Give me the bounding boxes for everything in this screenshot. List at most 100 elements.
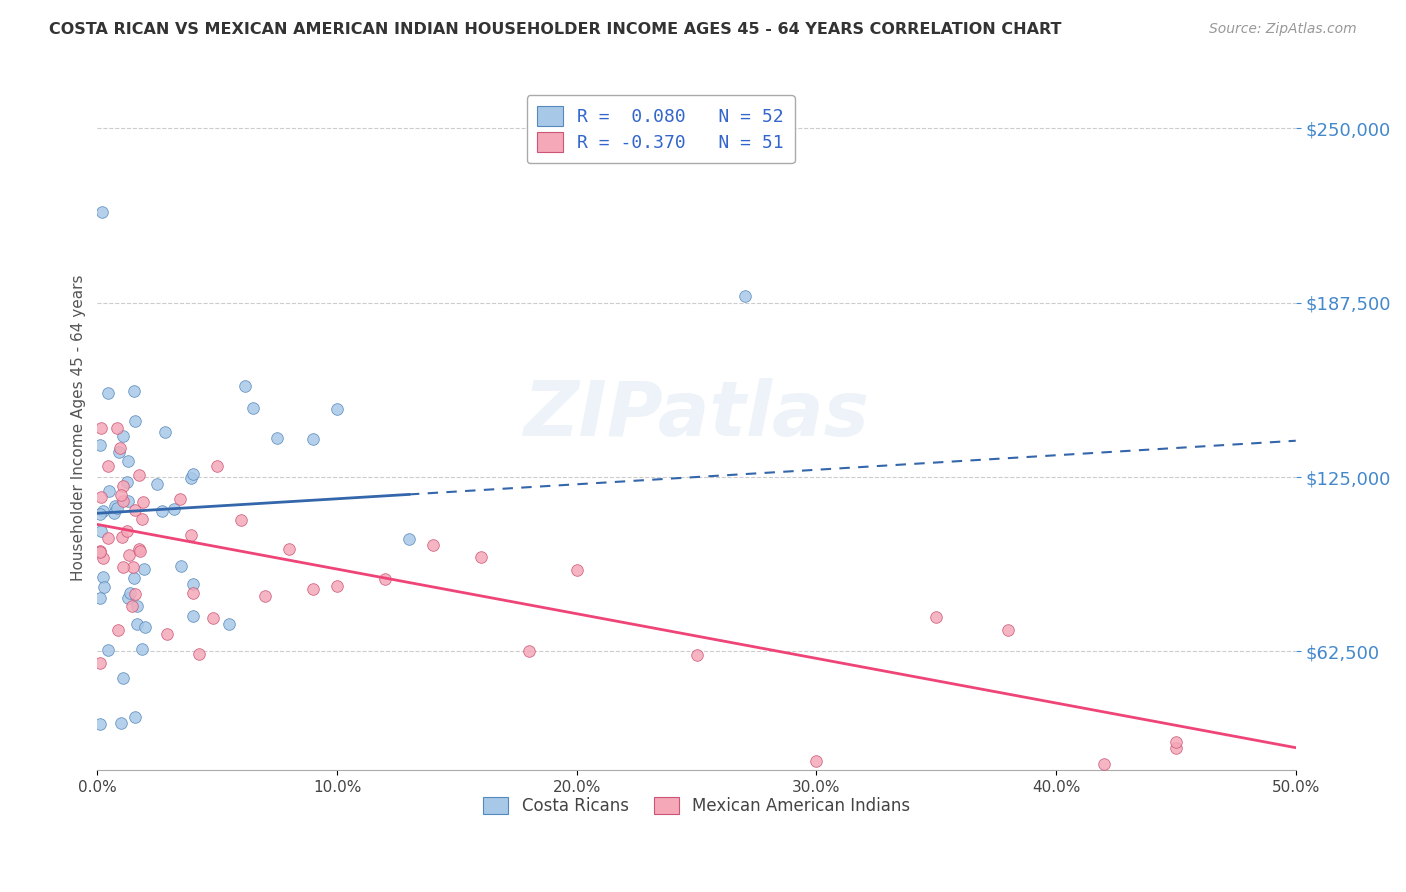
- Point: [89, 543, 111, 558]
- Point: [107, 623, 129, 637]
- Point: [125, 599, 148, 613]
- Point: [89, 656, 111, 670]
- Point: [201, 610, 224, 624]
- Point: [302, 432, 325, 446]
- Text: Source: ZipAtlas.com: Source: ZipAtlas.com: [1209, 22, 1357, 37]
- Point: [181, 609, 204, 624]
- Point: [112, 428, 135, 442]
- Point: [91, 504, 114, 518]
- Point: [89, 545, 111, 559]
- Y-axis label: Householder Income Ages 45 - 64 years: Householder Income Ages 45 - 64 years: [72, 275, 86, 582]
- Point: [124, 414, 146, 428]
- Point: [806, 755, 828, 769]
- Point: [117, 591, 139, 606]
- Point: [90, 421, 112, 435]
- Point: [266, 431, 288, 445]
- Point: [110, 716, 132, 731]
- Point: [97, 531, 120, 545]
- Point: [91, 569, 114, 583]
- Point: [105, 500, 128, 515]
- Legend: Costa Ricans, Mexican American Indians: Costa Ricans, Mexican American Indians: [475, 789, 918, 823]
- Point: [89, 716, 111, 731]
- Point: [90, 490, 112, 504]
- Point: [374, 572, 396, 586]
- Point: [326, 579, 349, 593]
- Point: [112, 494, 135, 508]
- Point: [115, 475, 138, 489]
- Point: [134, 620, 156, 634]
- Point: [105, 420, 128, 434]
- Point: [93, 580, 115, 594]
- Point: [132, 562, 155, 576]
- Point: [91, 205, 114, 219]
- Point: [517, 644, 540, 658]
- Point: [242, 401, 264, 415]
- Point: [181, 586, 204, 600]
- Point: [124, 503, 146, 517]
- Point: [112, 559, 135, 574]
- Point: [103, 506, 125, 520]
- Text: ZIPatlas: ZIPatlas: [523, 377, 869, 451]
- Point: [925, 609, 948, 624]
- Point: [89, 507, 111, 521]
- Point: [91, 550, 114, 565]
- Point: [129, 544, 152, 558]
- Point: [131, 512, 153, 526]
- Point: [124, 571, 146, 585]
- Point: [110, 488, 132, 502]
- Point: [565, 563, 588, 577]
- Point: [97, 458, 120, 473]
- Point: [254, 589, 277, 603]
- Point: [108, 442, 131, 456]
- Point: [127, 616, 149, 631]
- Point: [132, 495, 155, 509]
- Point: [326, 402, 349, 417]
- Point: [150, 504, 173, 518]
- Point: [1092, 757, 1115, 772]
- Point: [188, 647, 211, 661]
- Point: [470, 549, 492, 564]
- Point: [218, 617, 240, 632]
- Point: [117, 493, 139, 508]
- Point: [121, 560, 143, 574]
- Point: [398, 533, 420, 547]
- Point: [104, 499, 127, 513]
- Point: [128, 541, 150, 556]
- Point: [117, 454, 139, 468]
- Point: [122, 384, 145, 398]
- Point: [1164, 735, 1187, 749]
- Point: [89, 438, 111, 452]
- Point: [170, 559, 193, 574]
- Point: [118, 586, 141, 600]
- Point: [121, 599, 143, 613]
- Point: [231, 513, 253, 527]
- Point: [156, 627, 179, 641]
- Point: [90, 524, 112, 538]
- Point: [153, 425, 176, 440]
- Point: [205, 458, 228, 473]
- Point: [278, 541, 301, 556]
- Point: [302, 582, 325, 596]
- Point: [112, 479, 135, 493]
- Point: [108, 445, 131, 459]
- Point: [685, 648, 707, 662]
- Point: [145, 477, 167, 491]
- Point: [128, 468, 150, 483]
- Point: [180, 528, 202, 542]
- Point: [97, 385, 120, 400]
- Point: [233, 379, 256, 393]
- Point: [183, 467, 205, 481]
- Point: [163, 501, 186, 516]
- Point: [131, 641, 153, 656]
- Point: [169, 491, 191, 506]
- Point: [124, 710, 146, 724]
- Point: [734, 288, 756, 302]
- Point: [117, 524, 139, 538]
- Point: [118, 548, 141, 562]
- Point: [89, 591, 111, 606]
- Point: [180, 471, 202, 485]
- Point: [97, 483, 120, 498]
- Point: [96, 643, 118, 657]
- Text: COSTA RICAN VS MEXICAN AMERICAN INDIAN HOUSEHOLDER INCOME AGES 45 - 64 YEARS COR: COSTA RICAN VS MEXICAN AMERICAN INDIAN H…: [49, 22, 1062, 37]
- Point: [997, 623, 1019, 637]
